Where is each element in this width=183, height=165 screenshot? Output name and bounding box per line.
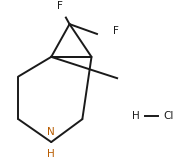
Text: Cl: Cl: [163, 111, 173, 121]
Text: H: H: [132, 111, 139, 121]
Text: H: H: [47, 149, 55, 159]
Text: F: F: [57, 1, 63, 11]
Text: F: F: [113, 26, 119, 36]
Text: N: N: [47, 127, 55, 137]
